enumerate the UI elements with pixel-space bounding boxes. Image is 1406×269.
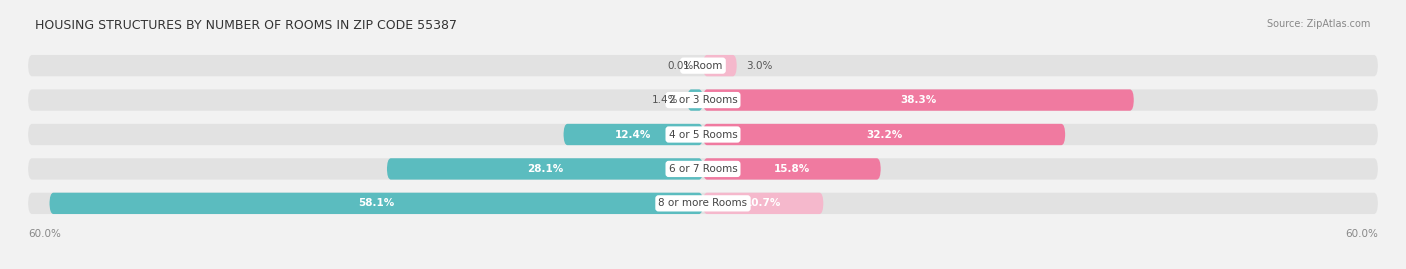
FancyBboxPatch shape [703, 158, 880, 180]
Text: 32.2%: 32.2% [866, 129, 903, 140]
FancyBboxPatch shape [49, 193, 703, 214]
Text: 10.7%: 10.7% [745, 198, 782, 208]
FancyBboxPatch shape [28, 55, 1378, 76]
Text: 1.4%: 1.4% [652, 95, 678, 105]
FancyBboxPatch shape [703, 124, 1066, 145]
FancyBboxPatch shape [28, 89, 1378, 111]
Text: 60.0%: 60.0% [1346, 229, 1378, 239]
FancyBboxPatch shape [28, 193, 1378, 214]
FancyBboxPatch shape [28, 124, 1378, 145]
Text: 2 or 3 Rooms: 2 or 3 Rooms [669, 95, 737, 105]
FancyBboxPatch shape [387, 158, 703, 180]
FancyBboxPatch shape [564, 124, 703, 145]
Text: 6 or 7 Rooms: 6 or 7 Rooms [669, 164, 737, 174]
FancyBboxPatch shape [28, 158, 1378, 180]
Text: 1 Room: 1 Room [683, 61, 723, 71]
Text: 4 or 5 Rooms: 4 or 5 Rooms [669, 129, 737, 140]
Text: Source: ZipAtlas.com: Source: ZipAtlas.com [1267, 19, 1371, 29]
Text: 60.0%: 60.0% [28, 229, 60, 239]
Text: 28.1%: 28.1% [527, 164, 562, 174]
Text: 58.1%: 58.1% [359, 198, 394, 208]
Text: HOUSING STRUCTURES BY NUMBER OF ROOMS IN ZIP CODE 55387: HOUSING STRUCTURES BY NUMBER OF ROOMS IN… [35, 19, 457, 32]
Text: 15.8%: 15.8% [773, 164, 810, 174]
Text: 38.3%: 38.3% [900, 95, 936, 105]
FancyBboxPatch shape [703, 193, 824, 214]
FancyBboxPatch shape [703, 89, 1133, 111]
Text: 3.0%: 3.0% [745, 61, 772, 71]
Text: 8 or more Rooms: 8 or more Rooms [658, 198, 748, 208]
Text: 12.4%: 12.4% [614, 129, 651, 140]
Text: 0.0%: 0.0% [668, 61, 695, 71]
FancyBboxPatch shape [688, 89, 703, 111]
FancyBboxPatch shape [703, 55, 737, 76]
